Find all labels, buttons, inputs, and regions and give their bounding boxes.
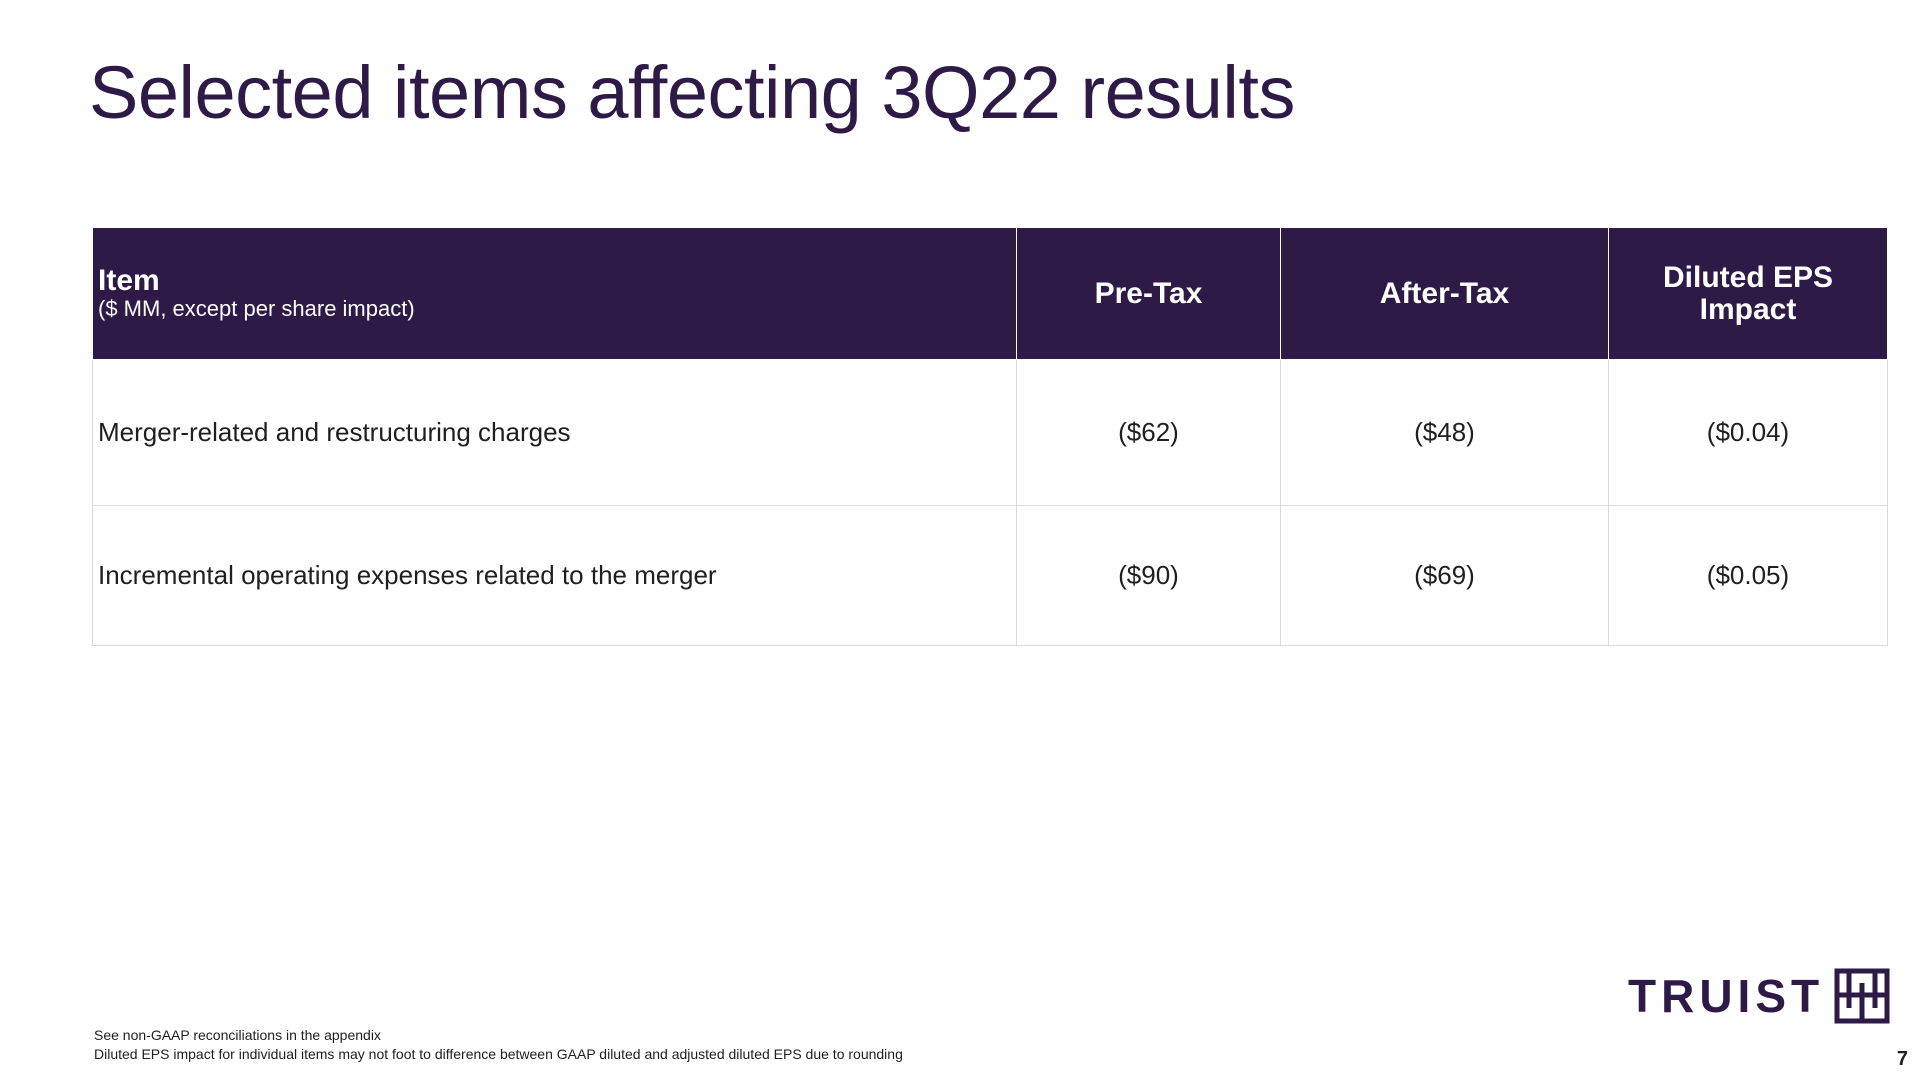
row-item-label: Merger-related and restructuring charges [92,359,1017,506]
header-eps-line2: Impact [1699,292,1797,326]
truist-logo: TRUIST [1628,967,1890,1025]
header-item-sublabel: ($ MM, except per share impact) [98,296,415,322]
truist-mark-icon [1834,968,1890,1024]
page-number: 7 [1896,1048,1908,1070]
header-item: Item ($ MM, except per share impact) [92,227,1017,360]
header-diluted-eps: Diluted EPS Impact [1608,227,1888,360]
row-pre-tax: ($90) [1016,505,1281,646]
row-after-tax: ($48) [1280,359,1609,506]
row-after-tax: ($69) [1280,505,1609,646]
header-eps-line1: Diluted EPS [1662,261,1834,294]
table-row: Merger-related and restructuring charges… [92,359,1888,506]
header-after-tax: After-Tax [1280,227,1609,360]
footnotes: See non-GAAP reconciliations in the appe… [94,1026,903,1065]
header-item-label: Item [98,263,160,297]
logo-text: TRUIST [1628,970,1825,1022]
row-eps: ($0.05) [1608,505,1888,646]
footnote-line: Diluted EPS impact for individual items … [94,1046,903,1063]
footnote-line: See non-GAAP reconciliations in the appe… [94,1027,381,1043]
page-title: Selected items affecting 3Q22 results [89,51,1295,134]
row-item-label: Incremental operating expenses related t… [92,505,1017,646]
table-row: Incremental operating expenses related t… [92,505,1888,646]
row-pre-tax: ($62) [1016,359,1281,506]
table-header-row: Item ($ MM, except per share impact) Pre… [92,227,1888,360]
row-eps: ($0.04) [1608,359,1888,506]
selected-items-table: Item ($ MM, except per share impact) Pre… [92,227,1888,646]
header-pre-tax: Pre-Tax [1016,227,1281,360]
